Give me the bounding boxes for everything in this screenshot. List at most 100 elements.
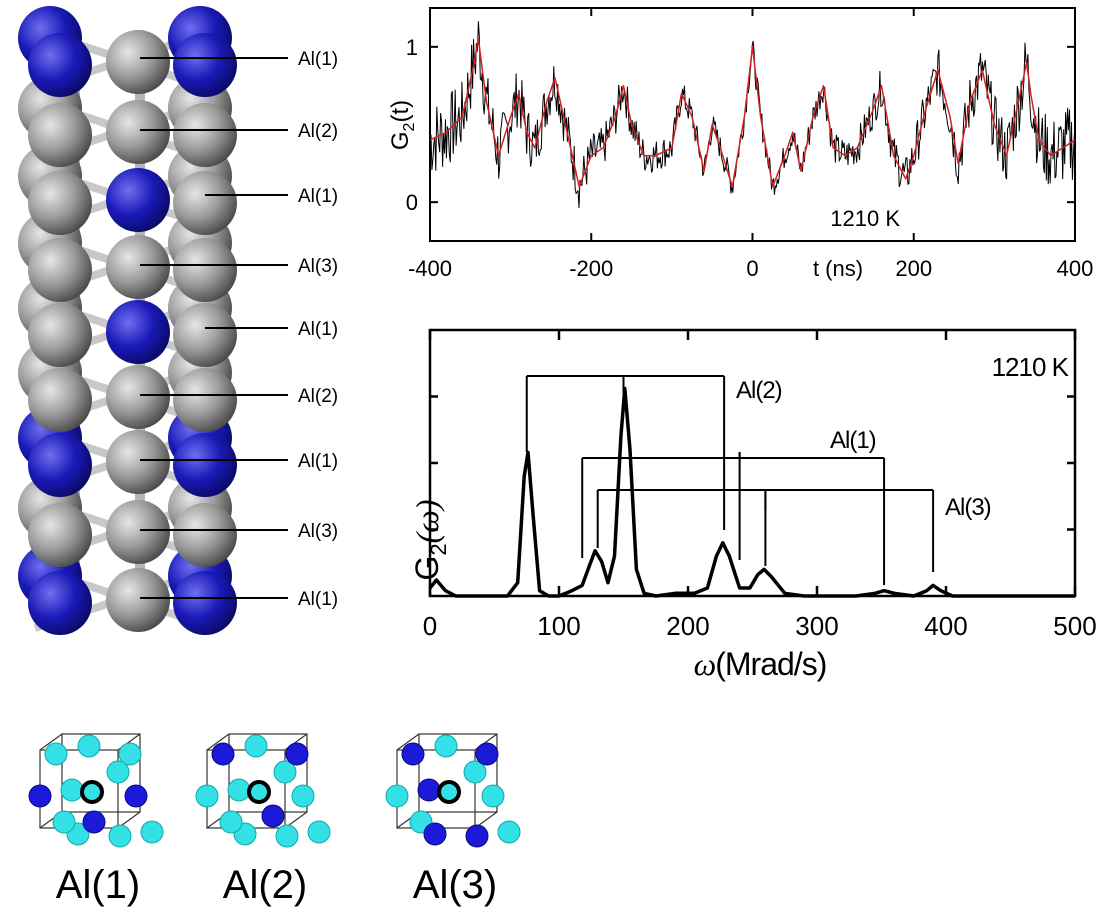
time-spectrum-chart: -400 -200 0 200 400 0 1 1210 K t (ns) G2(t) <box>387 7 1094 281</box>
cyan-atom <box>195 784 219 808</box>
gray-atom <box>106 100 170 164</box>
blue-atom <box>173 33 237 97</box>
probe-site <box>80 780 104 804</box>
blue-atom <box>124 784 148 808</box>
bracket-label: Al(2) <box>736 377 782 404</box>
cyan-atom <box>44 742 68 766</box>
blue-atom <box>82 810 106 834</box>
gray-atom <box>106 235 170 299</box>
y-tick-label: 0 <box>406 190 418 215</box>
gray-atom <box>173 303 237 367</box>
gray-atom <box>106 500 170 564</box>
gray-atom <box>173 238 237 302</box>
cyan-atom <box>108 824 132 848</box>
gray-atom <box>28 238 92 302</box>
unit-cell <box>385 733 521 848</box>
x-tick-label: 100 <box>537 611 580 641</box>
blue-atom <box>475 742 499 766</box>
blue-atom <box>173 433 237 497</box>
bracket-label: Al(1) <box>830 427 876 454</box>
fit-line <box>429 38 1076 188</box>
gray-atom <box>173 368 237 432</box>
blue-atom <box>173 571 237 635</box>
cyan-atom <box>77 734 101 758</box>
gray-atom <box>173 503 237 567</box>
gray-atom <box>173 103 237 167</box>
gray-atom <box>106 365 170 429</box>
cell-edge <box>206 733 230 751</box>
blue-atom <box>423 822 447 846</box>
y-tick-label: 1 <box>406 35 418 60</box>
blue-atom <box>28 33 92 97</box>
cyan-atom <box>481 784 505 808</box>
site-label: Al(2) <box>298 386 338 407</box>
blue-atom <box>211 742 235 766</box>
unit-cell <box>28 733 164 848</box>
cyan-atom <box>307 820 331 844</box>
temperature-annotation: 1210 K <box>830 206 900 231</box>
gray-atom <box>28 303 92 367</box>
crystal-structure: Al(1) Al(2) Al(1) Al(3) Al(1) Al(2) Al(1) Al(3)… <box>18 6 338 635</box>
blue-atom <box>28 433 92 497</box>
site-label: Al(3) <box>298 521 338 542</box>
blue-atom <box>261 804 285 828</box>
cyan-atom <box>52 810 76 834</box>
cyan-atom <box>140 820 164 844</box>
cyan-atom <box>118 742 142 766</box>
site-label: Al(1) <box>298 319 338 340</box>
blue-atom <box>28 784 52 808</box>
probe-site <box>437 780 461 804</box>
cell-label: Al(3) <box>413 863 497 907</box>
cyan-atom <box>463 760 487 784</box>
site-label: Al(2) <box>298 121 338 142</box>
cyan-atom <box>106 760 130 784</box>
site-label: Al(1) <box>298 589 338 610</box>
x-tick-label: 200 <box>895 256 932 281</box>
blue-atom <box>106 168 170 232</box>
unit-cells: Al(1) Al(2) Al(3) <box>28 733 521 907</box>
cyan-atom <box>60 778 84 802</box>
blue-atom <box>465 824 489 848</box>
cell-edge <box>418 733 498 813</box>
site-label: Al(3) <box>298 256 338 277</box>
spectrum-line <box>428 386 1075 598</box>
x-tick-label: 400 <box>924 611 967 641</box>
x-tick-label: 200 <box>666 611 709 641</box>
x-tick-label: -400 <box>408 256 452 281</box>
blue-atom <box>28 571 92 635</box>
cell-edge <box>396 733 420 751</box>
gray-atom <box>106 568 170 632</box>
gray-atom <box>28 368 92 432</box>
blue-atom <box>106 300 170 364</box>
bracket-label: Al(3) <box>945 494 991 521</box>
y-axis-label: G2(ω) <box>409 499 451 580</box>
temperature-annotation: 1210 K <box>992 352 1070 382</box>
x-tick-label: 300 <box>795 611 838 641</box>
x-tick-label: 500 <box>1053 611 1096 641</box>
cyan-atom <box>227 778 251 802</box>
x-tick-label: -200 <box>569 256 613 281</box>
cyan-atom <box>434 734 458 758</box>
cell-label: Al(1) <box>56 863 140 907</box>
blue-atom <box>285 742 309 766</box>
site-label: Al(1) <box>298 451 338 472</box>
site-label: Al(1) <box>298 49 338 70</box>
gray-atom <box>28 171 92 235</box>
site-label: Al(1) <box>298 186 338 207</box>
x-axis-label: t (ns) <box>813 256 863 281</box>
blue-atom <box>417 778 441 802</box>
cyan-atom <box>497 820 521 844</box>
gray-atom <box>28 103 92 167</box>
cyan-atom <box>219 810 243 834</box>
x-axis-label: ω(Mrad/s) <box>694 646 827 682</box>
cyan-atom <box>291 784 315 808</box>
x-tick-label: 400 <box>1057 256 1094 281</box>
unit-cell <box>195 733 331 848</box>
gray-atom <box>106 430 170 494</box>
gray-atom <box>28 503 92 567</box>
cyan-atom <box>273 760 297 784</box>
cyan-atom <box>244 734 268 758</box>
cyan-atom <box>275 824 299 848</box>
probe-site <box>247 780 271 804</box>
